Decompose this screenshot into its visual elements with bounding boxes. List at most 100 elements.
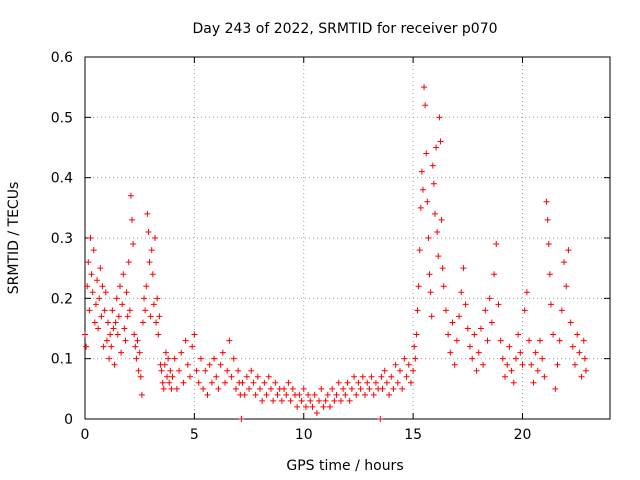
data-point [430,180,437,187]
data-point [145,228,152,235]
data-point [135,367,142,374]
data-point [129,216,136,223]
data-point [378,373,385,380]
data-point [414,307,421,314]
data-point [320,403,327,410]
data-point [521,307,528,314]
data-point [359,373,366,380]
data-point [243,373,250,380]
data-point [152,235,158,241]
data-point [397,367,403,374]
data-point [97,265,104,272]
data-point [379,385,386,392]
data-point [165,355,172,362]
x-tick-label: 20 [514,427,532,443]
data-point [519,361,526,368]
data-point [191,331,198,338]
data-point [541,373,548,380]
data-point [259,397,266,404]
data-point [146,259,153,266]
data-point [274,391,281,398]
data-point [528,361,535,368]
data-point [219,349,226,356]
data-point [411,343,418,350]
data-point [143,283,150,290]
data-point [543,198,550,205]
data-point [546,271,553,278]
data-point [278,397,285,404]
data-point [239,379,246,386]
data-point [160,385,167,392]
data-point [410,367,417,374]
data-point [545,241,552,248]
data-point [294,403,301,410]
data-point [132,343,139,350]
data-point [486,295,493,302]
data-point [206,361,213,368]
data-point [139,319,146,326]
data-point [302,403,309,410]
data-point [351,373,358,380]
x-tick-label: 15 [404,427,422,443]
data-point [425,235,432,241]
data-point [82,331,88,338]
data-point [211,355,218,362]
data-point [136,349,143,356]
data-point [572,361,578,368]
data-point [178,349,185,356]
data-point [569,343,576,350]
data-point [189,343,196,350]
data-point [401,355,408,362]
data-point [124,313,131,320]
data-point [168,385,175,392]
data-point [98,313,105,320]
data-point [434,228,441,235]
data-point [155,331,162,338]
data-point [327,403,333,410]
data-point [471,331,478,338]
data-point [424,198,431,205]
data-point [423,150,430,157]
data-point [344,379,351,386]
data-point [96,295,103,302]
data-point [537,337,543,344]
data-point [407,379,414,386]
data-point [495,301,502,308]
data-point [437,138,444,145]
data-point [488,319,495,326]
data-point [125,259,132,266]
y-tick-label: 0.5 [51,110,73,126]
data-point [85,259,92,266]
data-point [150,301,157,308]
data-point [167,367,174,374]
data-point [451,361,458,368]
y-axis-label: SRMTID / TECUs [6,182,22,295]
data-point [202,367,209,374]
data-point [517,349,524,356]
data-point [582,367,589,374]
data-point [435,253,442,260]
data-point [515,331,522,338]
data-point [99,283,106,290]
data-point [158,367,165,374]
data-point [111,361,118,368]
data-point [550,331,557,338]
data-point [296,391,303,398]
data-point [311,391,318,398]
data-point [130,241,137,248]
data-point [547,301,554,308]
data-point [331,397,338,404]
data-point [554,361,561,368]
data-point [458,289,465,296]
data-point [333,391,340,398]
data-point [405,361,412,368]
data-point [539,355,546,362]
data-point [462,301,469,308]
y-tick-label: 0 [64,412,73,428]
data-point [257,385,263,392]
data-point [113,295,120,302]
data-point [112,319,119,326]
data-point [418,168,425,175]
data-point [141,295,148,302]
